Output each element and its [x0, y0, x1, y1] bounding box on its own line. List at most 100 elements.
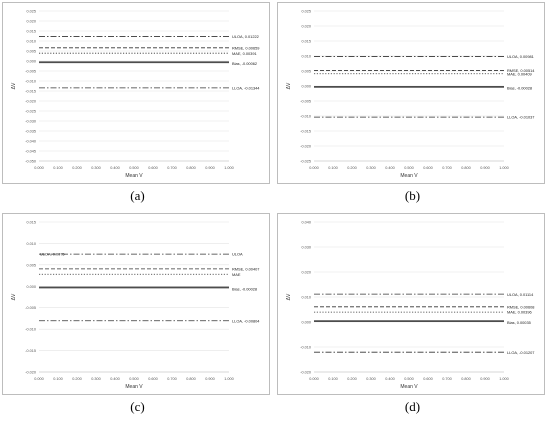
- y-tick-label: 0.020: [301, 25, 311, 29]
- y-tick-label: 0.005: [26, 50, 36, 54]
- x-tick-label: 0.200: [347, 377, 357, 381]
- y-tick-label: 0.020: [26, 20, 36, 24]
- x-tick-label: 0.500: [404, 166, 414, 170]
- x-tick-label: 0.500: [129, 166, 139, 170]
- x-tick-label: 0.800: [186, 166, 196, 170]
- y-axis-label: ΔV: [11, 82, 17, 89]
- y-tick-label: 0.015: [26, 221, 36, 225]
- x-tick-label: 0.400: [110, 166, 120, 170]
- mae-label: MAE: [232, 272, 241, 277]
- panel-b: -0.025 -0.020 -0.015 -0.010 -0.005 0.000 0.005…: [275, 0, 550, 210]
- x-tick-label: 0.600: [148, 377, 158, 381]
- y-tick-label: -0.035: [25, 130, 36, 134]
- x-tick-label: 0.000: [34, 166, 44, 170]
- x-tick-label: 0.000: [309, 377, 319, 381]
- x-tick-label: 0.900: [205, 166, 215, 170]
- lloa-label: LLOA, -0.01344: [232, 85, 260, 90]
- x-tick-label: 0.300: [91, 377, 101, 381]
- y-tick-label: -0.045: [25, 150, 36, 154]
- x-tick-label: 0.600: [423, 377, 433, 381]
- x-tick-label: 0.300: [91, 166, 101, 170]
- chart-frame: -0.020 -0.010 0.000 0.010 0.020 0.030 0.040 0.0…: [277, 213, 545, 395]
- mae-label: MAE, 0.00391: [232, 51, 257, 56]
- y-tick-label: 0.000: [301, 321, 311, 325]
- y-tick-label: -0.010: [25, 328, 36, 332]
- y-tick-label: -0.005: [25, 70, 36, 74]
- x-tick-label: 0.300: [366, 166, 376, 170]
- x-tick-label: 0.800: [461, 377, 471, 381]
- y-tick-label: -0.040: [25, 140, 36, 144]
- lloa-label: LLOA, -0.01207: [507, 350, 534, 355]
- scatter-plot-b: -0.025 -0.020 -0.015 -0.010 -0.005 0.000 0.005…: [286, 10, 535, 180]
- x-tick-label: 1.000: [499, 166, 509, 170]
- bias-label: Bias, -0.00028: [232, 286, 257, 291]
- y-tick-label: 0.020: [301, 271, 311, 275]
- caption-a: (a): [130, 188, 145, 203]
- uloa-label: ULOA, 0.01114: [507, 292, 534, 297]
- caption-b: (b): [404, 188, 421, 203]
- bias-label: Bias, -0.00062: [232, 61, 257, 66]
- x-tick-label: 0.800: [186, 377, 196, 381]
- x-tick-label: 0.200: [72, 377, 82, 381]
- uloa-label: ULOA, 0.00981: [507, 54, 534, 59]
- x-tick-label: 0.500: [129, 377, 139, 381]
- y-axis-label: ΔV: [286, 82, 292, 89]
- y-tick-label: -0.010: [300, 346, 311, 350]
- y-tick-label: 0.030: [301, 246, 311, 250]
- x-tick-label: 0.700: [442, 166, 452, 170]
- y-axis-label: ΔV: [286, 293, 292, 300]
- y-tick-label: -0.020: [300, 145, 311, 149]
- lloa-label: LLOA, -0.00804: [232, 318, 260, 323]
- y-tick-label: 0.010: [301, 55, 311, 59]
- y-tick-label: 0.000: [26, 60, 36, 64]
- x-tick-label: 0.200: [347, 166, 357, 170]
- y-tick-label: -0.020: [300, 371, 311, 375]
- x-tick-label: 0.200: [72, 166, 82, 170]
- x-tick-label: 1.000: [224, 377, 234, 381]
- rmse-label: RMSE, 0.00514: [507, 68, 535, 73]
- mae-label: MAE, 0.00409: [507, 71, 532, 76]
- y-axis-label: ΔV: [11, 293, 17, 300]
- x-tick-label: 0.100: [328, 166, 338, 170]
- bias-label: Bias, -0.00028: [507, 86, 532, 91]
- x-tick-label: 0.600: [423, 166, 433, 170]
- scatter-plot-c: -0.020 -0.015 -0.010 -0.005 0.000 0.005 0.010 0…: [11, 221, 260, 391]
- x-tick-label: 0.100: [53, 166, 63, 170]
- y-tick-label: 0.015: [301, 40, 311, 44]
- x-tick-label: 0.900: [480, 377, 490, 381]
- y-tick-label: -0.010: [25, 80, 36, 84]
- caption-d: (d): [404, 399, 421, 414]
- y-tick-label: -0.020: [25, 371, 36, 375]
- x-tick-label: 0.700: [167, 377, 177, 381]
- x-tick-label: 0.700: [167, 166, 177, 170]
- x-tick-label: 0.000: [309, 166, 319, 170]
- y-tick-label: 0.005: [26, 263, 36, 267]
- y-tick-label: -0.015: [300, 130, 311, 134]
- chart-frame: -0.025 -0.020 -0.015 -0.010 -0.005 0.000 0.005…: [277, 2, 545, 184]
- x-tick-label: 0.900: [480, 166, 490, 170]
- panel-c: -0.020 -0.015 -0.010 -0.005 0.000 0.005 0.010 0…: [0, 211, 275, 421]
- x-tick-label: 0.600: [148, 166, 158, 170]
- x-tick-label: 0.500: [404, 377, 414, 381]
- uloa-label: ULOA: [232, 252, 243, 257]
- mae-label: MAE, 0.00396: [507, 310, 532, 315]
- y-tick-label: -0.025: [25, 110, 36, 114]
- rmse-label: RMSE, 0.00659: [232, 45, 259, 50]
- panel-d: -0.020 -0.010 0.000 0.010 0.020 0.030 0.040 0.0…: [275, 211, 550, 421]
- x-tick-label: 0.000: [34, 377, 44, 381]
- y-tick-label: 0.025: [301, 10, 311, 14]
- x-tick-label: 0.700: [442, 377, 452, 381]
- y-tick-label: 0.025: [26, 10, 36, 14]
- y-tick-label: -0.050: [25, 160, 36, 164]
- chart-frame: -0.020 -0.015 -0.010 -0.005 0.000 0.005 0.010 0…: [2, 213, 270, 395]
- y-tick-label: 0.000: [301, 85, 311, 89]
- y-tick-label: -0.030: [25, 120, 36, 124]
- y-tick-label: 0.010: [26, 40, 36, 44]
- y-tick-label: 0.005: [301, 70, 311, 74]
- y-tick-label: -0.015: [25, 90, 36, 94]
- lloa-label: LLOA, -0.01037: [507, 115, 534, 120]
- y-tick-label: -0.020: [25, 100, 36, 104]
- y-tick-label: 0.040: [301, 221, 311, 225]
- x-tick-label: 0.100: [328, 377, 338, 381]
- scatter-plot-d: -0.020 -0.010 0.000 0.010 0.020 0.030 0.040 0.0…: [286, 221, 534, 391]
